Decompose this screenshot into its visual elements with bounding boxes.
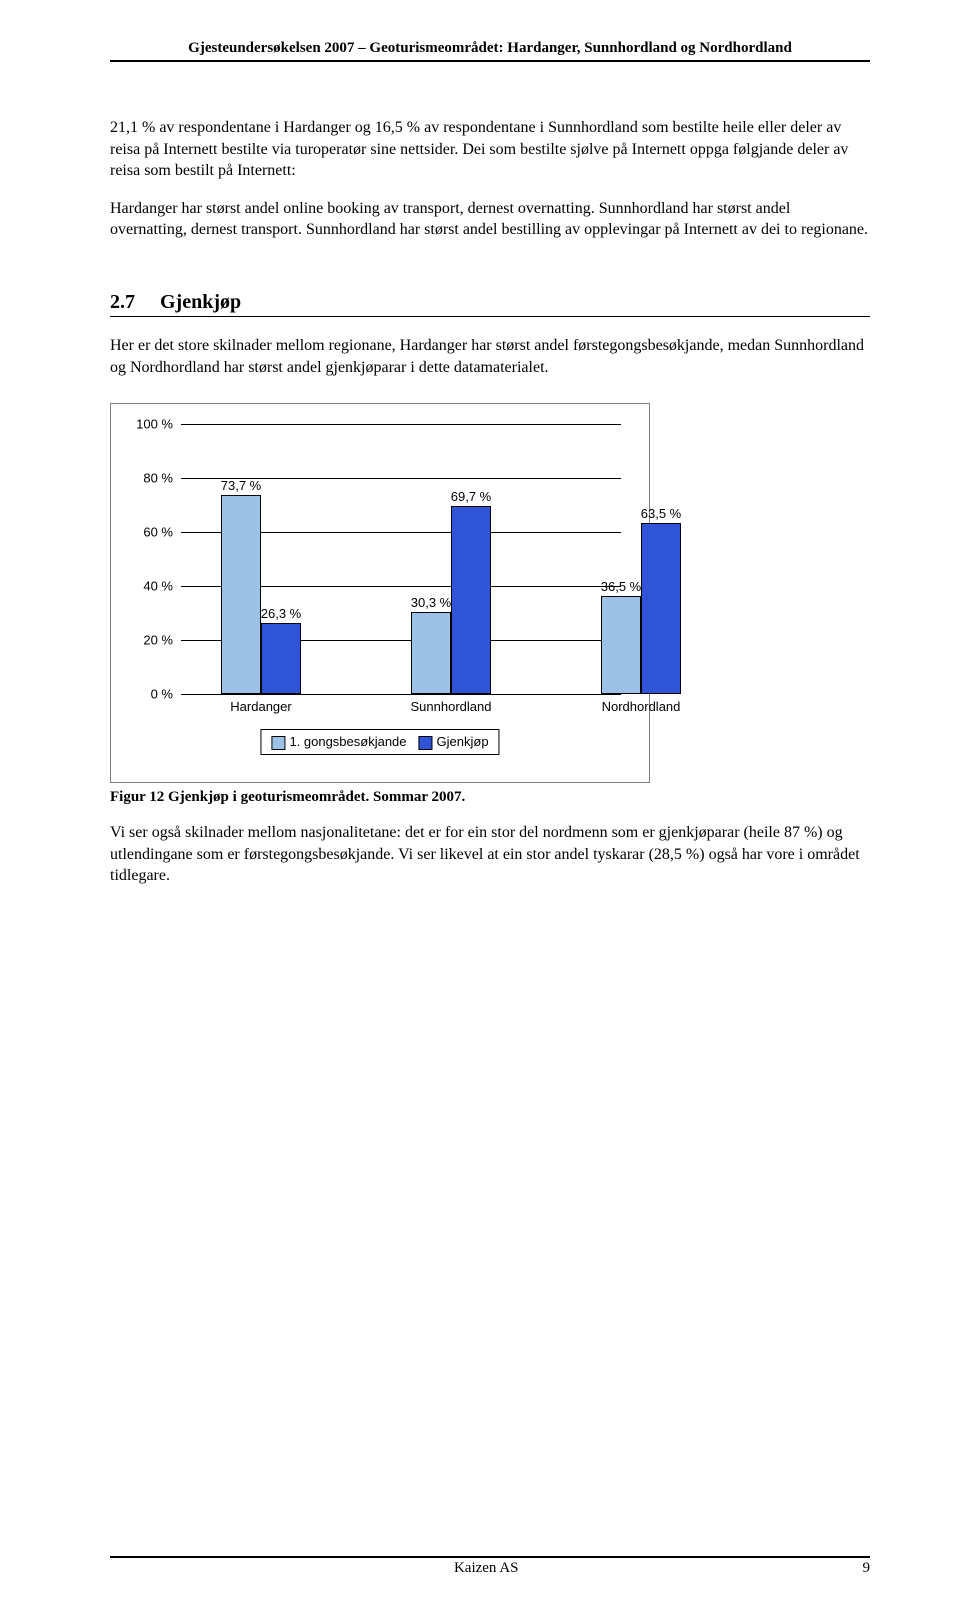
chart-bar-label: 26,3 %: [261, 606, 301, 621]
section-number: 2.7: [110, 291, 160, 314]
chart-xtick: Sunnhordland: [411, 699, 492, 714]
chart-bar-label: 30,3 %: [411, 595, 451, 610]
page-footer: Kaizen AS 9: [110, 1556, 870, 1577]
chart-bar: [411, 612, 451, 694]
chart-bar-label: 63,5 %: [641, 506, 681, 521]
chart-ytick: 20 %: [118, 633, 173, 648]
chart-bar: [221, 495, 261, 694]
section-heading: 2.7Gjenkjøp: [110, 291, 870, 317]
chart-bar: [261, 623, 301, 694]
footer-center: Kaizen AS: [454, 1560, 519, 1577]
chart-bar: [451, 506, 491, 694]
paragraph-2: Hardanger har størst andel online bookin…: [110, 198, 870, 241]
chart-ytick: 100 %: [118, 417, 173, 432]
chart-gridline: [181, 694, 621, 695]
legend-label-1: 1. gongsbesøkjande: [289, 734, 406, 749]
chart-xtick: Hardanger: [230, 699, 291, 714]
legend-label-2: Gjenkjøp: [437, 734, 489, 749]
legend-item-1: 1. gongsbesøkjande: [271, 734, 406, 750]
chart-bar: [641, 523, 681, 694]
chart-bar-label: 69,7 %: [451, 489, 491, 504]
chart-ytick: 0 %: [118, 687, 173, 702]
legend-item-2: Gjenkjøp: [419, 734, 489, 750]
paragraph-4: Vi ser også skilnader mellom nasjonalite…: [110, 822, 870, 887]
chart-bar-label: 36,5 %: [601, 579, 641, 594]
paragraph-3: Her er det store skilnader mellom region…: [110, 335, 870, 378]
chart-ytick: 80 %: [118, 471, 173, 486]
chart-ytick: 40 %: [118, 579, 173, 594]
chart-bar: [601, 596, 641, 695]
footer-right: 9: [862, 1560, 870, 1577]
chart-bar-label: 73,7 %: [221, 478, 261, 493]
chart-legend: 1. gongsbesøkjande Gjenkjøp: [260, 729, 499, 755]
chart-gridline: [181, 424, 621, 425]
chart-ytick: 60 %: [118, 525, 173, 540]
section-title-text: Gjenkjøp: [160, 291, 241, 313]
figure-caption: Figur 12 Gjenkjøp i geoturismeområdet. S…: [110, 789, 870, 806]
gjenkjop-chart: 0 % 20 % 40 % 60 % 80 % 100 % 73,7 % 26,3 % 30,3…: [110, 403, 650, 783]
chart-xtick: Nordhordland: [602, 699, 681, 714]
paragraph-1: 21,1 % av respondentane i Hardanger og 1…: [110, 117, 870, 182]
page-header: Gjesteundersøkelsen 2007 – Geoturismeomr…: [110, 40, 870, 62]
